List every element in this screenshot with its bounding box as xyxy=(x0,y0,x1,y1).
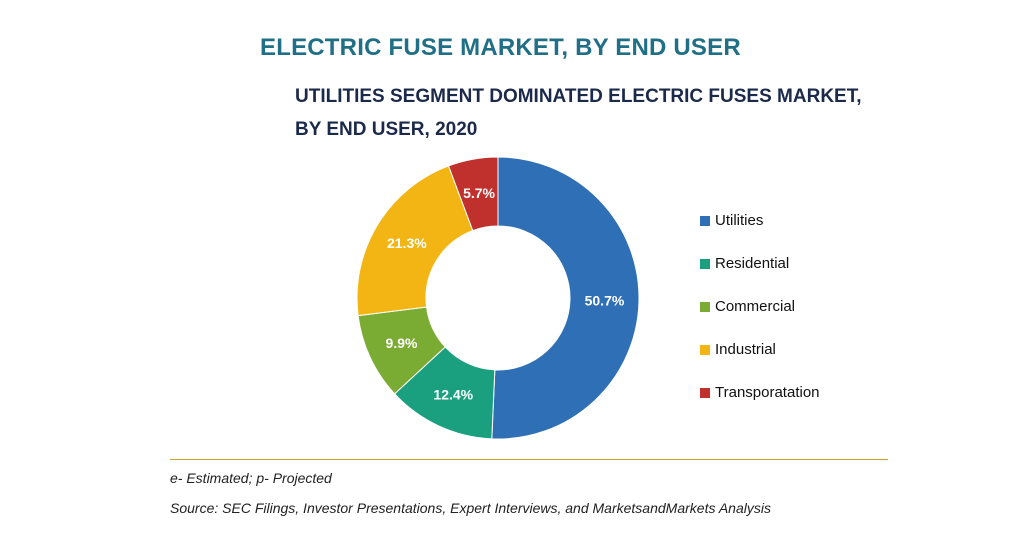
data-label-residential: 12.4% xyxy=(433,387,473,403)
data-label-industrial: 21.3% xyxy=(387,235,427,251)
chart-subtitle: UTILITIES SEGMENT DOMINATED ELECTRIC FUS… xyxy=(295,80,895,146)
legend-swatch xyxy=(700,215,710,226)
chart-subtitle-line-1: UTILITIES SEGMENT DOMINATED ELECTRIC FUS… xyxy=(295,86,862,107)
legend-label: Industrial xyxy=(715,341,776,358)
source-note: Source: SEC Filings, Investor Presentati… xyxy=(170,500,771,516)
data-label-transporatation: 5.7% xyxy=(463,185,495,201)
data-label-utilities: 50.7% xyxy=(585,292,625,308)
slice-industrial xyxy=(356,165,474,317)
data-label-commercial: 9.9% xyxy=(386,335,418,351)
footnote: e- Estimated; p- Projected xyxy=(170,470,332,486)
footer-divider xyxy=(170,459,888,460)
legend-label: Utilities xyxy=(715,212,764,229)
chart-main-title: ELECTRIC FUSE MARKET, BY END USER xyxy=(260,34,741,61)
legend-swatch xyxy=(700,387,710,398)
chart-subtitle-line-2: BY END USER, 2020 xyxy=(295,119,478,140)
slice-transporatation xyxy=(447,156,499,232)
legend-swatch xyxy=(700,258,710,269)
legend-swatch xyxy=(700,344,710,355)
slice-utilities xyxy=(491,156,640,440)
legend-item-commercial: Commercial xyxy=(700,285,820,328)
chart-legend: Utilities Residential Commercial Industrial… xyxy=(700,199,820,414)
legend-item-residential: Residential xyxy=(700,242,820,285)
legend-item-industrial: Industrial xyxy=(700,328,820,371)
legend-label: Residential xyxy=(715,255,790,272)
legend-label: Commercial xyxy=(715,298,796,315)
legend-item-utilities: Utilities xyxy=(700,199,820,242)
legend-label: Transporatation xyxy=(715,384,820,401)
legend-swatch xyxy=(700,301,710,312)
legend-item-transporatation: Transporatation xyxy=(700,371,820,414)
